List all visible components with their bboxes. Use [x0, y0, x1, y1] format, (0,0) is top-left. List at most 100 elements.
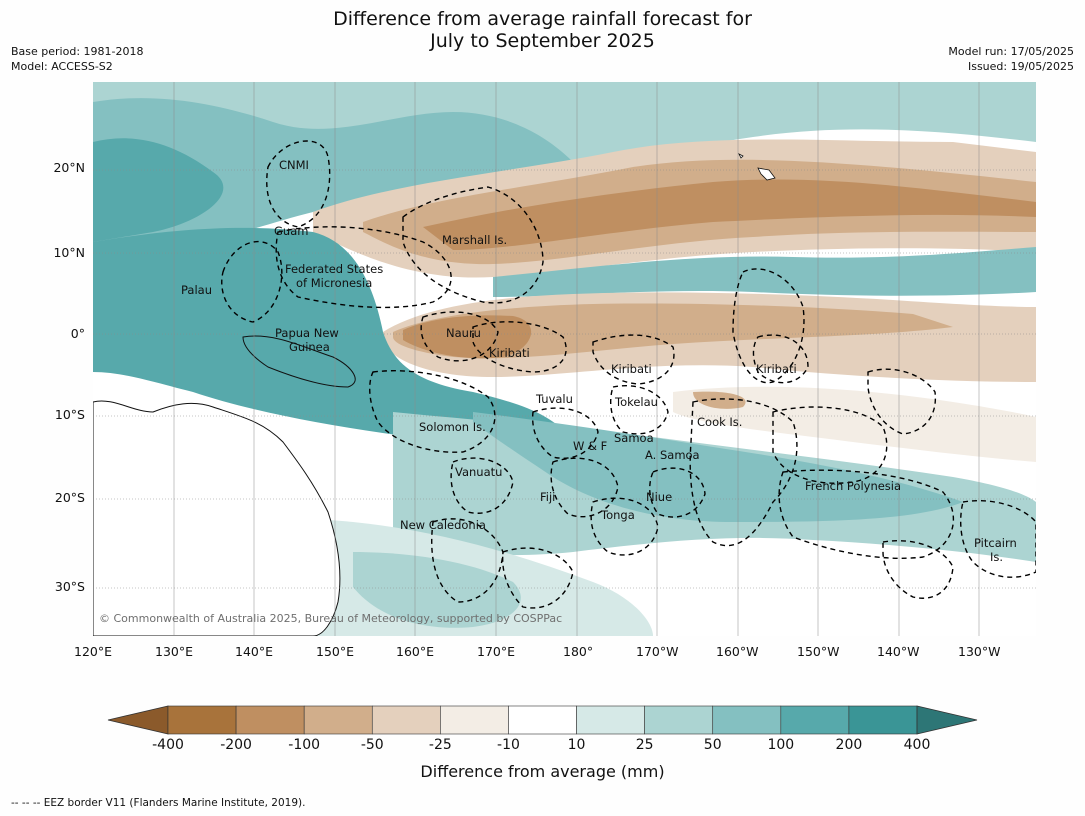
copyright-notice: © Commonwealth of Australia 2025, Bureau…: [99, 612, 563, 625]
wet-region-west: [93, 227, 573, 462]
colorbar-cell: [440, 705, 509, 735]
label-kiribati-central: Kiribati: [611, 362, 652, 376]
label-tuvalu: Tuvalu: [536, 392, 573, 406]
colorbar-extend-low: [107, 705, 169, 735]
label-tokelau: Tokelau: [615, 395, 658, 409]
colorbar-extend-high: [916, 705, 978, 735]
meta-right: Model run: 17/05/2025 Issued: 19/05/2025: [948, 44, 1074, 74]
colorbar-tick-label: 100: [767, 737, 795, 753]
colorbar-tick-label: 25: [635, 737, 654, 753]
lon-tick-170e: 170°E: [477, 644, 516, 659]
wet-core-philippines: [93, 138, 224, 242]
base-period-text: Base period: 1981-2018: [11, 45, 144, 58]
map-title-line2: July to September 2025: [430, 30, 655, 52]
label-fsm-line1: Federated States: [285, 262, 384, 276]
colorbar-title: Difference from average (mm): [420, 762, 665, 781]
new-guinea-outline: [242, 335, 356, 388]
lat-tick-30s: 30°S: [54, 579, 85, 594]
label-marshall-islands: Marshall Is.: [442, 233, 508, 247]
lon-tick-170w: 170°W: [636, 644, 679, 659]
lat-tick-0: 0°: [70, 326, 85, 341]
colorbar-tick-label: -100: [288, 737, 321, 753]
label-palau: Palau: [181, 283, 212, 297]
dry-band-equator-mid: [393, 303, 953, 359]
lon-tick-150w: 150°W: [797, 644, 840, 659]
label-samoa: Samoa: [614, 431, 654, 445]
australia-landmass: [93, 400, 341, 636]
lat-tick-20n: 20°N: [53, 160, 85, 175]
label-png-line2: Guinea: [289, 340, 330, 354]
colorbar-cell: [780, 705, 850, 735]
label-niue: Niue: [646, 490, 673, 504]
label-png-line1: Papua New: [275, 326, 339, 340]
label-tonga: Tonga: [601, 508, 635, 522]
colorbar-tick-label: -200: [220, 737, 252, 753]
dry-patch-cook: [693, 391, 746, 409]
wet-stripe-5n: [493, 247, 1036, 297]
colorbar-cell: [508, 705, 577, 735]
colorbar-cell: [576, 705, 645, 735]
label-new-caledonia: New Caledonia: [400, 518, 486, 532]
eez-footnote: -- -- -- EEZ border V11 (Flanders Marine…: [11, 797, 306, 809]
lon-tick-160w: 160°W: [716, 644, 759, 659]
label-fiji: Fiji: [540, 490, 556, 504]
map-canvas: [93, 82, 1036, 636]
colorbar-tick-label: 200: [835, 737, 863, 753]
label-kiribati-east: Kiribati: [756, 362, 797, 376]
lat-tick-20s: 20°S: [54, 490, 85, 505]
dry-core-nauru: [403, 315, 532, 359]
rainfall-anomaly-map: CNMI Guam Marshall Is. Federated States …: [93, 82, 1036, 636]
label-wallis-futuna: W & F: [573, 439, 608, 453]
colorbar-cells: [167, 705, 918, 735]
lon-tick-140w: 140°W: [877, 644, 920, 659]
issued-text: Issued: 19/05/2025: [967, 60, 1074, 73]
wet-region-north-inner: [93, 98, 573, 262]
colorbar-tick-label: -25: [428, 737, 452, 753]
colorbar-tick-label: -400: [152, 737, 184, 753]
label-solomon-islands: Solomon Is.: [419, 420, 486, 434]
model-text: Model: ACCESS-S2: [11, 60, 113, 73]
label-cnmi: CNMI: [279, 158, 309, 172]
label-fsm-line2: of Micronesia: [296, 276, 373, 290]
label-kiribati-west: Kiribati: [489, 346, 530, 360]
hawaii-islands: [738, 153, 776, 181]
colorbar-tick-label: 400: [903, 737, 931, 753]
label-pitcairn-line1: Pitcairn: [974, 536, 1017, 550]
colorbar-cell: [848, 705, 918, 735]
lon-tick-180: 180°: [563, 644, 594, 659]
colorbar-cell: [644, 705, 714, 735]
map-gridlines: [93, 82, 1036, 636]
lon-tick-150e: 150°E: [316, 644, 355, 659]
label-french-polynesia: French Polynesia: [805, 479, 902, 493]
colorbar-tick-label: 50: [703, 737, 722, 753]
colorbar-cell: [371, 705, 441, 735]
colorbar-tick-label: 10: [567, 737, 586, 753]
dry-band-north-core: [423, 179, 1036, 250]
model-run-text: Model run: 17/05/2025: [948, 45, 1074, 58]
lon-tick-130e: 130°E: [155, 644, 194, 659]
label-american-samoa: A. Samoa: [645, 448, 700, 462]
label-pitcairn-line2: Is.: [990, 550, 1004, 564]
map-title-line1: Difference from average rainfall forecas…: [333, 8, 752, 30]
eez-borders: [221, 140, 1036, 609]
lon-tick-160e: 160°E: [396, 644, 435, 659]
light-dry-cook: [673, 386, 1036, 462]
colorbar-cell: [167, 705, 237, 735]
colorbar-tick-label: -10: [497, 737, 520, 753]
lon-tick-140e: 140°E: [235, 644, 274, 659]
colorbar-cell: [303, 705, 373, 735]
wet-region-south-inner: [353, 552, 521, 628]
label-cook-islands: Cook Is.: [697, 415, 743, 429]
meta-left: Base period: 1981-2018 Model: ACCESS-S2: [11, 44, 143, 74]
colorbar-tick-label: -50: [360, 737, 384, 753]
lon-tick-120e: 120°E: [74, 644, 113, 659]
lat-tick-10n: 10°N: [53, 245, 85, 260]
colorbar-cell: [712, 705, 782, 735]
label-nauru: Nauru: [446, 326, 481, 340]
label-guam: Guam: [274, 224, 309, 238]
label-vanuatu: Vanuatu: [455, 465, 503, 479]
lon-tick-130w: 130°W: [958, 644, 1001, 659]
colorbar-cell: [235, 705, 305, 735]
lat-tick-10s: 10°S: [54, 407, 85, 422]
map-title: Difference from average rainfall forecas…: [0, 8, 1085, 52]
